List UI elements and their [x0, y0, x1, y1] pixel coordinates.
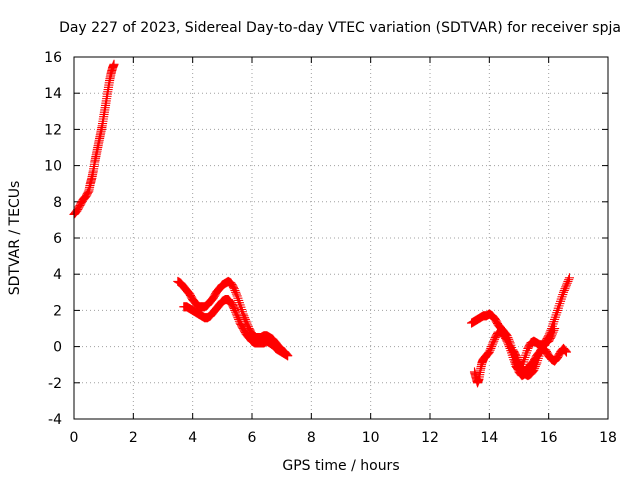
chart-title: Day 227 of 2023, Sidereal Day-to-day VTE…	[59, 20, 621, 36]
x-tick-label: 10	[362, 430, 380, 446]
data-point-3	[564, 275, 574, 285]
data-point-4	[547, 329, 557, 339]
data-point-2	[233, 313, 243, 323]
x-tick-label: 14	[480, 430, 498, 446]
data-point-5	[529, 365, 539, 375]
axes-layer: 0 2 4 6 8 10 12 14 16 18 -4 -2 0 2 4 6 8 10 12 14 16	[44, 50, 617, 446]
data-point-4	[502, 336, 512, 346]
data-point-4	[504, 342, 514, 352]
data-point-5	[530, 361, 540, 372]
y-tick-label: -4	[48, 412, 62, 428]
data-point-4	[504, 340, 514, 350]
x-tick-label: 18	[599, 430, 617, 446]
data-point-5	[561, 347, 572, 357]
x-tick-label: 0	[70, 430, 79, 446]
data-point-4	[488, 338, 498, 348]
series-0	[69, 59, 574, 388]
data-point-3	[558, 287, 569, 297]
x-tick-label: 12	[421, 430, 439, 446]
plot-area	[69, 59, 574, 388]
data-point-1	[229, 284, 239, 294]
data-point-2	[283, 351, 293, 361]
data-point-4	[547, 331, 557, 341]
y-tick-label: -2	[48, 376, 62, 392]
data-point-5	[531, 360, 541, 370]
data-point-2	[231, 307, 241, 317]
y-tick-label: 2	[53, 303, 62, 319]
data-point-2	[230, 305, 240, 315]
data-point-4	[487, 340, 497, 350]
y-axis-label: SDTVAR / TECUs	[7, 181, 23, 296]
data-point-4	[486, 343, 496, 353]
data-point-3	[561, 280, 572, 290]
data-point-2	[234, 314, 244, 324]
data-point-2	[232, 311, 242, 321]
y-tick-label: 0	[53, 340, 62, 356]
data-point-4	[503, 338, 513, 348]
data-point-5	[515, 360, 525, 370]
data-point-1	[231, 289, 241, 299]
data-point-2	[229, 304, 239, 314]
data-point-4	[548, 327, 558, 337]
data-point-5	[512, 354, 523, 364]
data-point-1	[231, 287, 241, 297]
x-tick-label: 2	[129, 430, 138, 446]
data-point-4	[549, 325, 559, 335]
x-tick-label: 16	[540, 430, 558, 446]
y-tick-label: 14	[44, 86, 62, 102]
data-point-3	[559, 285, 569, 296]
data-point-5	[514, 358, 524, 368]
data-point-5	[511, 351, 521, 361]
data-point-2	[231, 309, 241, 319]
data-point-4	[487, 342, 497, 352]
x-tick-label: 4	[188, 430, 197, 446]
plot-frame	[73, 56, 609, 420]
data-point-5	[513, 356, 523, 366]
data-point-3	[562, 278, 572, 288]
data-point-4	[489, 336, 499, 346]
data-point-3	[563, 276, 573, 286]
data-point-4	[550, 323, 560, 334]
data-point-5	[560, 345, 570, 355]
x-axis-label: GPS time / hours	[282, 458, 399, 474]
grid-layer	[74, 57, 608, 419]
data-point-4	[484, 347, 494, 357]
y-tick-label: 10	[44, 159, 62, 175]
data-point-3	[560, 284, 570, 294]
x-tick-label: 8	[307, 430, 316, 446]
data-point-4	[485, 345, 495, 355]
data-point-3	[561, 282, 571, 292]
x-tick-label: 6	[248, 430, 257, 446]
y-tick-label: 4	[53, 267, 62, 283]
y-tick-label: 12	[44, 122, 62, 138]
data-point-3	[564, 273, 574, 283]
y-tick-label: 8	[53, 195, 62, 211]
y-tick-label: 16	[44, 50, 62, 66]
data-point-5	[561, 346, 571, 356]
data-point-5	[512, 352, 522, 363]
data-point-1	[230, 285, 240, 296]
data-point-0	[109, 59, 119, 69]
data-point-5	[530, 363, 540, 373]
y-tick-label: 6	[53, 231, 62, 247]
